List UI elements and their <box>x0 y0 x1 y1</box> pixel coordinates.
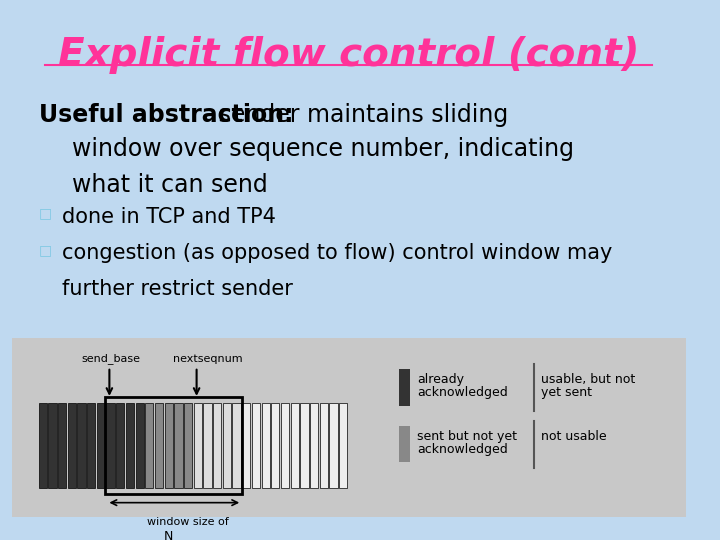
Bar <box>203 403 212 488</box>
Bar <box>271 403 279 488</box>
Bar <box>291 403 299 488</box>
Bar <box>174 403 183 488</box>
Text: usable, but not: usable, but not <box>541 373 635 386</box>
Bar <box>126 403 134 488</box>
Text: window size of: window size of <box>147 517 229 527</box>
Bar <box>116 403 125 488</box>
Bar <box>233 403 240 488</box>
Text: acknowledged: acknowledged <box>417 387 508 400</box>
Text: N: N <box>164 530 174 540</box>
Text: nextseqnum: nextseqnum <box>173 354 243 364</box>
Bar <box>12 339 685 517</box>
Bar <box>135 403 144 488</box>
Bar <box>107 403 114 488</box>
Bar <box>39 403 47 488</box>
Bar <box>96 403 105 488</box>
Bar <box>105 397 242 495</box>
Bar <box>242 403 251 488</box>
Bar <box>145 403 153 488</box>
Text: done in TCP and TP4: done in TCP and TP4 <box>62 207 276 227</box>
Text: acknowledged: acknowledged <box>417 443 508 456</box>
Bar <box>165 403 173 488</box>
Bar <box>261 403 270 488</box>
Bar <box>400 426 410 462</box>
Bar <box>400 369 410 406</box>
Bar <box>339 403 347 488</box>
Bar <box>329 403 338 488</box>
Text: sent but not yet: sent but not yet <box>417 430 517 443</box>
Bar <box>213 403 221 488</box>
Text: already: already <box>417 373 464 386</box>
Text: send_base: send_base <box>81 353 140 364</box>
Text: Useful abstraction:: Useful abstraction: <box>39 103 293 127</box>
Text: window over sequence number, indicating: window over sequence number, indicating <box>72 137 575 161</box>
Bar <box>48 403 57 488</box>
Bar <box>320 403 328 488</box>
Bar <box>310 403 318 488</box>
Bar <box>300 403 308 488</box>
Bar <box>58 403 66 488</box>
Bar <box>281 403 289 488</box>
Text: □: □ <box>39 207 52 221</box>
Text: what it can send: what it can send <box>72 173 268 197</box>
Bar <box>194 403 202 488</box>
Text: further restrict sender: further restrict sender <box>62 279 293 299</box>
Text: not usable: not usable <box>541 430 606 443</box>
Bar <box>252 403 260 488</box>
Text: sender maintains sliding: sender maintains sliding <box>210 103 508 127</box>
Bar <box>222 403 231 488</box>
Bar <box>184 403 192 488</box>
Bar <box>87 403 95 488</box>
Bar <box>68 403 76 488</box>
Text: Explicit flow control (cont): Explicit flow control (cont) <box>58 36 639 74</box>
Text: yet sent: yet sent <box>541 387 592 400</box>
Text: congestion (as opposed to flow) control window may: congestion (as opposed to flow) control … <box>62 243 613 263</box>
Bar <box>155 403 163 488</box>
Text: □: □ <box>39 243 52 257</box>
Bar <box>78 403 86 488</box>
